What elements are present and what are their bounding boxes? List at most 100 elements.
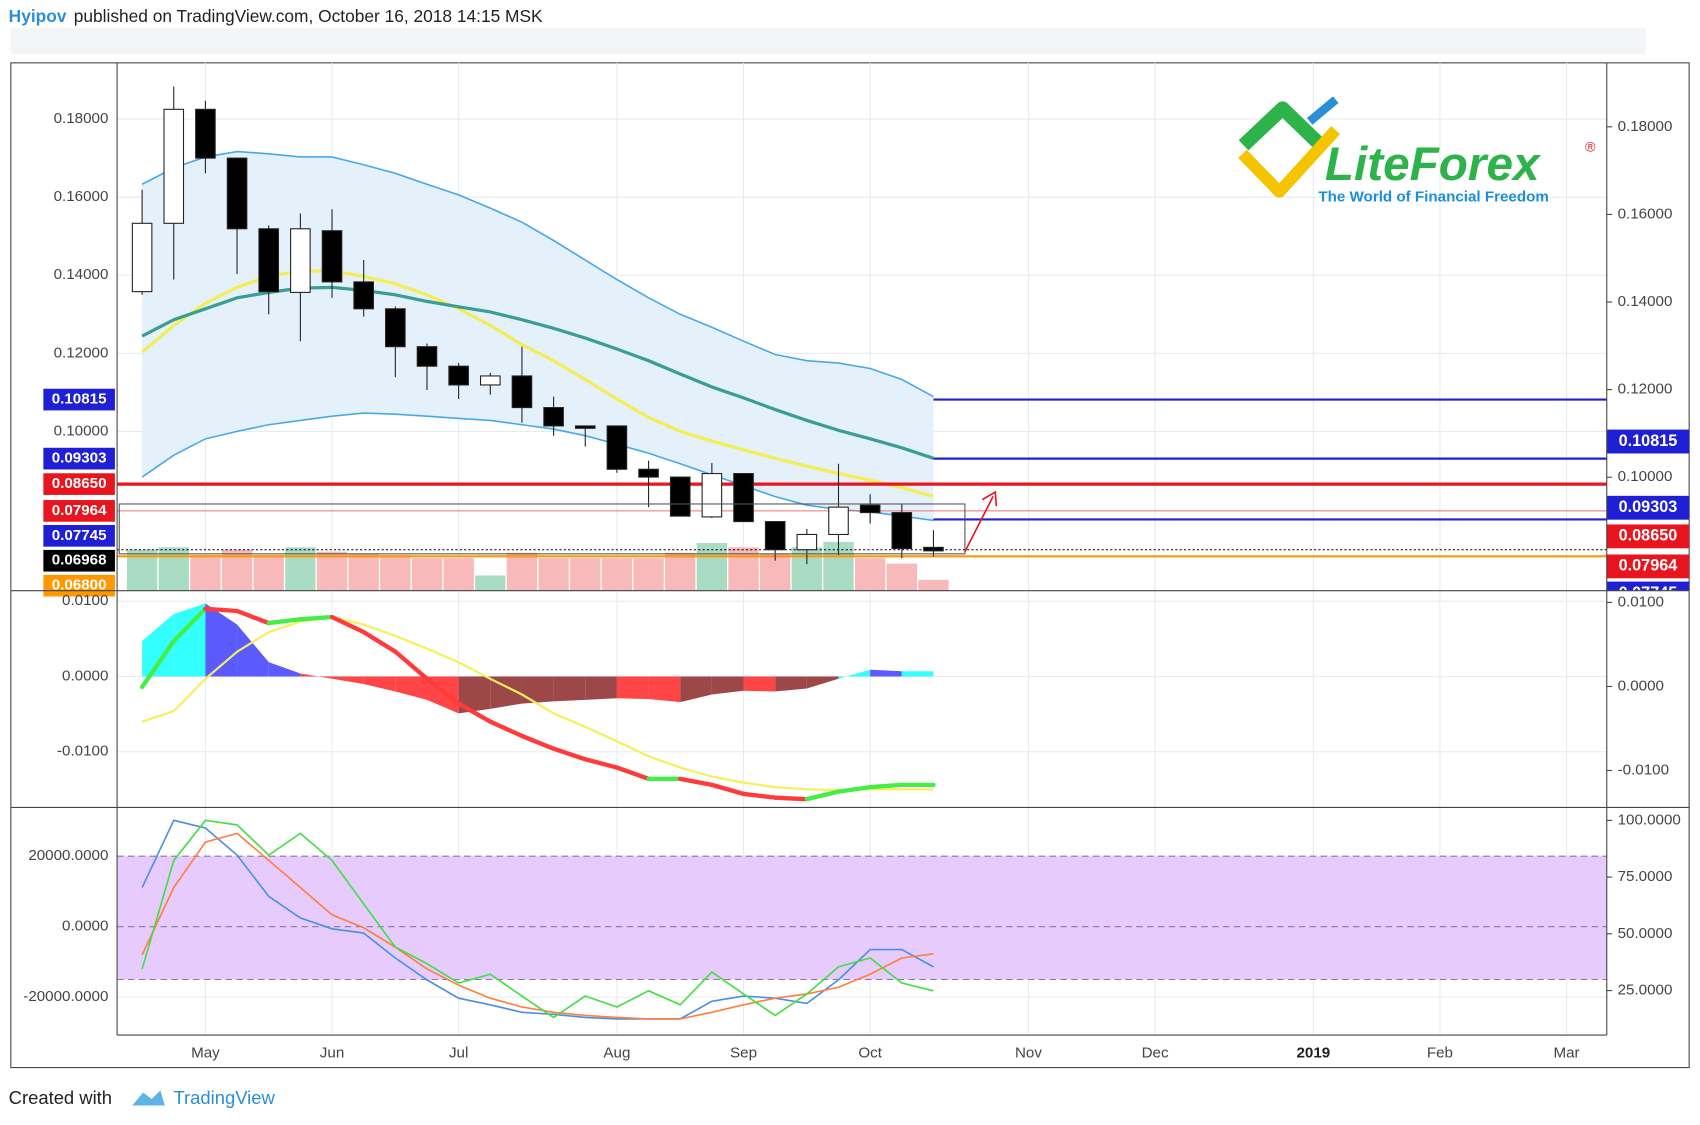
- histogram-area: [395, 676, 427, 700]
- candle-body: [226, 157, 248, 230]
- macd-line: [234, 608, 271, 626]
- footer-text: Created with: [9, 1087, 112, 1108]
- volume-bar: [854, 558, 886, 591]
- volume-bar: [570, 558, 601, 591]
- level-label: 0.07964: [52, 502, 107, 519]
- volume-bar: [506, 552, 538, 591]
- candle-body: [163, 108, 185, 224]
- candle-body: [669, 476, 691, 517]
- y-tick-label: 0.14000: [54, 266, 109, 283]
- histogram-area: [237, 624, 269, 677]
- candle-body: [195, 108, 216, 159]
- volume-bar: [348, 553, 379, 591]
- y2-tick-label: 50.0000: [1618, 925, 1673, 942]
- x-tick-label: Aug: [603, 1044, 630, 1061]
- volume-bar: [285, 547, 316, 591]
- volume-bar: [601, 558, 633, 591]
- y2-tick-label: 0.0000: [1618, 677, 1664, 694]
- candle-body: [764, 521, 786, 551]
- level-label: 0.06968: [52, 552, 107, 569]
- level-label-box: [1606, 429, 1690, 454]
- candle-body: [638, 468, 659, 478]
- x-tick-label: Sep: [730, 1044, 757, 1061]
- candle-body: [258, 228, 280, 293]
- macd-line: [678, 776, 715, 788]
- level-label-box: [43, 500, 115, 522]
- logo-icon: [1238, 101, 1324, 151]
- level-label-box: [43, 388, 115, 411]
- y-tick-label: -20000.0000: [23, 988, 108, 1005]
- band-upper: [141, 150, 934, 398]
- level-label: 0.09303: [1619, 498, 1678, 516]
- macd-line: [266, 617, 303, 626]
- histogram-area: [743, 676, 776, 692]
- volume-bar: [190, 554, 221, 591]
- oscillator-line: [141, 819, 934, 1020]
- candle-body: [290, 228, 311, 293]
- level-label: 0.09303: [52, 450, 107, 467]
- macd-line: [171, 606, 208, 644]
- macd-line: [456, 701, 493, 724]
- macd-line: [329, 614, 366, 635]
- macd-line: [361, 629, 398, 654]
- macd-line: [867, 782, 904, 790]
- candle-body: [385, 308, 406, 348]
- candle-body: [701, 473, 723, 518]
- level-label-box: [43, 549, 115, 572]
- macd-line: [709, 782, 746, 797]
- footer-icon: [132, 1090, 165, 1106]
- oscillator-line: [141, 832, 934, 1020]
- author[interactable]: Hyipov: [9, 6, 67, 26]
- level-label: 0.08650: [52, 475, 107, 492]
- y2-tick-label: 100.0000: [1618, 811, 1681, 828]
- grid: [117, 62, 1607, 1036]
- header-band: [10, 28, 1646, 55]
- candle-body: [448, 365, 469, 386]
- level-label-box: [1606, 554, 1690, 579]
- x-tick-label: May: [191, 1044, 220, 1061]
- x-tick-label: Jul: [449, 1044, 468, 1061]
- volume-bar: [538, 558, 569, 591]
- histogram-area: [806, 676, 839, 689]
- histogram-area: [553, 676, 586, 702]
- y-tick-label: 0.0100: [62, 592, 108, 609]
- level-label: 0.07745: [52, 527, 107, 544]
- y-tick-label: 0.16000: [54, 188, 109, 205]
- histogram-area: [616, 676, 649, 700]
- macd-line: [583, 757, 620, 770]
- macd-line: [519, 733, 556, 751]
- histogram-area: [711, 676, 744, 695]
- signal-line: [141, 615, 934, 792]
- arrow-head: [981, 490, 998, 507]
- histogram-area: [901, 671, 934, 677]
- histogram-area: [680, 676, 712, 703]
- candle-body: [574, 425, 596, 429]
- candle-body: [543, 407, 564, 427]
- histogram-area: [458, 676, 491, 714]
- histogram-area: [490, 676, 522, 709]
- y-tick-label: -0.0100: [57, 743, 108, 760]
- candle-body: [859, 504, 881, 514]
- macd-line: [298, 614, 335, 622]
- candle-body: [923, 546, 944, 552]
- level-label: 0.10815: [52, 391, 107, 408]
- macd-line: [773, 795, 810, 802]
- histogram-area: [173, 603, 206, 677]
- candle-body: [891, 512, 913, 550]
- arrow: [964, 496, 994, 553]
- histogram-area: [870, 669, 902, 677]
- level-label-box: [1606, 524, 1690, 549]
- y2-tick-label: 0.14000: [1618, 293, 1673, 310]
- x-tick-label: Mar: [1554, 1044, 1580, 1061]
- logo: LiteForex ® The World of Financial Freed…: [1238, 96, 1596, 206]
- volume-bar: [316, 551, 348, 591]
- candle-body: [353, 281, 374, 310]
- macd-line: [393, 649, 430, 681]
- candle-body: [131, 222, 153, 293]
- level-label-box: [43, 447, 115, 470]
- x-tick-label: Nov: [1015, 1044, 1042, 1061]
- level-label-box: [43, 524, 115, 547]
- right-labels: 0.10815 0.09303 0.08650 0.07964 0.07745: [1606, 429, 1690, 591]
- footer-brand[interactable]: TradingView: [173, 1087, 275, 1108]
